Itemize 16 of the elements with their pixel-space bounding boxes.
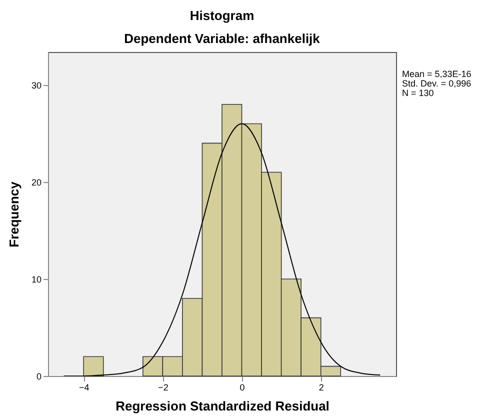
y-tick-label: 20 — [31, 177, 42, 188]
x-axis-title: Regression Standardized Residual — [116, 398, 330, 414]
text: Mean = 5,33E-16 — [402, 69, 472, 79]
text: Std. Dev. = 0,996 — [402, 78, 472, 88]
chart-title: Histogram — [190, 8, 254, 23]
x-tick-label: 2 — [318, 382, 324, 392]
line-series — [63, 123, 381, 376]
y-tick-label: 30 — [31, 80, 42, 90]
y-tick-label: 0 — [36, 372, 42, 382]
y-tick-label: 10 — [31, 274, 42, 284]
y-axis-title: Frequency — [6, 180, 22, 248]
x-tick-label: −4 — [78, 382, 90, 392]
x-tick-label: −2 — [158, 382, 168, 392]
text: N = 130 — [402, 88, 434, 98]
chart-subtitle: Dependent Variable: afhankelijk — [124, 31, 321, 46]
x-tick-label: 0 — [240, 382, 245, 392]
